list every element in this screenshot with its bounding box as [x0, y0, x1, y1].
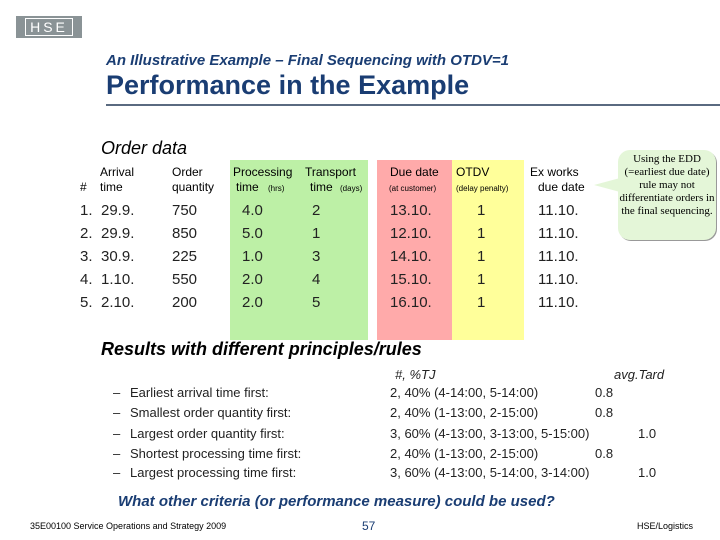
rule-tj: 2, 40% (4-14:00, 5-14:00) — [390, 385, 539, 400]
processing-transport-band — [230, 160, 368, 340]
cell-due: 16.10. — [390, 294, 432, 311]
cell-processing: 4.0 — [242, 202, 263, 219]
rule-dash: – — [113, 405, 121, 420]
results-col-avg: avg.Tard — [614, 367, 665, 382]
cell-arrival: 29.9. — [101, 202, 135, 219]
cell-transport: 1 — [312, 225, 321, 242]
order-data-heading: Order data — [101, 138, 188, 158]
cell-quantity: 550 — [172, 271, 198, 288]
rule-dash: – — [113, 385, 121, 400]
cell-exworks: 11.10. — [538, 248, 579, 265]
cell-num: 2. — [80, 225, 93, 242]
cell-arrival: 30.9. — [101, 248, 135, 265]
cell-quantity: 750 — [172, 202, 198, 219]
rule-tj: 2, 40% (1-13:00, 2-15:00) — [390, 405, 539, 420]
cell-exworks: 11.10. — [538, 202, 579, 219]
footer-course: 35E00100 Service Operations and Strategy… — [30, 521, 227, 531]
cell-due: 13.10. — [390, 202, 432, 219]
header-exworks-2: due date — [538, 180, 585, 194]
header-processing-unit: (hrs) — [268, 184, 285, 193]
rule-label: Largest processing time first: — [130, 465, 297, 480]
header-num: # — [80, 180, 87, 194]
slide-subtitle: An Illustrative Example – Final Sequenci… — [106, 52, 510, 69]
cell-otdv: 1 — [477, 202, 486, 219]
due-date-band — [377, 160, 452, 340]
rule-avg: 0.8 — [595, 405, 614, 420]
cell-exworks: 11.10. — [538, 294, 579, 311]
edd-callout: Using the EDD (=earliest due date) rule … — [618, 150, 716, 240]
cell-num: 1. — [80, 202, 93, 219]
rule-tj: 3, 60% (4-13:00, 3-13:00, 5-15:00) — [390, 426, 590, 441]
cell-quantity: 850 — [172, 225, 198, 242]
rule-avg: 1.0 — [638, 426, 657, 441]
cell-arrival: 29.9. — [101, 225, 135, 242]
header-transport-2: time — [310, 180, 333, 194]
header-exworks-1: Ex works — [530, 165, 579, 179]
header-processing-1: Processing — [233, 165, 293, 179]
results-col-tj: #, %TJ — [395, 367, 436, 382]
cell-processing: 2.0 — [242, 294, 263, 311]
header-order-2: quantity — [172, 180, 215, 194]
cell-num: 3. — [80, 248, 93, 265]
rule-avg: 0.8 — [595, 446, 614, 461]
rule-tj: 3, 60% (4-13:00, 5-14:00, 3-14:00) — [390, 465, 590, 480]
cell-transport: 2 — [312, 202, 321, 219]
header-otdv: OTDV — [456, 165, 490, 179]
cell-arrival: 1.10. — [101, 271, 135, 288]
cell-otdv: 1 — [477, 248, 486, 265]
cell-processing: 1.0 — [242, 248, 263, 265]
cell-processing: 5.0 — [242, 225, 263, 242]
rule-label: Earliest arrival time first: — [130, 385, 269, 400]
cell-num: 5. — [80, 294, 93, 311]
results-heading: Results with different principles/rules — [101, 339, 422, 359]
cell-otdv: 1 — [477, 294, 486, 311]
header-otdv-sub: (delay penalty) — [456, 184, 509, 193]
rule-label: Shortest processing time first: — [130, 446, 302, 461]
cell-otdv: 1 — [477, 225, 486, 242]
rule-avg: 1.0 — [638, 465, 657, 480]
rule-dash: – — [113, 446, 121, 461]
rule-avg: 0.8 — [595, 385, 614, 400]
cell-transport: 4 — [312, 271, 321, 288]
cell-transport: 5 — [312, 294, 321, 311]
cell-arrival: 2.10. — [101, 294, 135, 311]
header-due-sub: (at customer) — [389, 184, 437, 193]
hse-logo: HSE — [16, 16, 82, 38]
cell-transport: 3 — [312, 248, 321, 265]
cell-quantity: 200 — [172, 294, 198, 311]
rule-dash: – — [113, 426, 121, 441]
cell-num: 4. — [80, 271, 93, 288]
cell-processing: 2.0 — [242, 271, 263, 288]
header-transport-unit: (days) — [340, 184, 363, 193]
rule-dash: – — [113, 465, 121, 480]
cell-exworks: 11.10. — [538, 225, 579, 242]
closing-question: What other criteria (or performance meas… — [118, 493, 555, 510]
header-processing-2: time — [236, 180, 259, 194]
cell-exworks: 11.10. — [538, 271, 579, 288]
rule-tj: 2, 40% (1-13:00, 2-15:00) — [390, 446, 539, 461]
cell-otdv: 1 — [477, 271, 486, 288]
header-arrival-2: time — [100, 180, 123, 194]
callout-pointer — [594, 178, 620, 192]
cell-due: 12.10. — [390, 225, 432, 242]
header-order-1: Order — [172, 165, 203, 179]
page-number: 57 — [362, 519, 376, 533]
header-due-date: Due date — [390, 165, 439, 179]
header-transport-1: Transport — [305, 165, 356, 179]
cell-due: 15.10. — [390, 271, 432, 288]
header-arrival-1: Arrival — [100, 165, 135, 179]
footer-org: HSE/Logistics — [637, 521, 694, 531]
cell-due: 14.10. — [390, 248, 432, 265]
cell-quantity: 225 — [172, 248, 198, 265]
otdv-band — [452, 160, 524, 340]
rule-label: Smallest order quantity first: — [130, 405, 292, 420]
rule-label: Largest order quantity first: — [130, 426, 285, 441]
slide-title: Performance in the Example — [106, 70, 470, 100]
title-divider — [106, 104, 720, 106]
